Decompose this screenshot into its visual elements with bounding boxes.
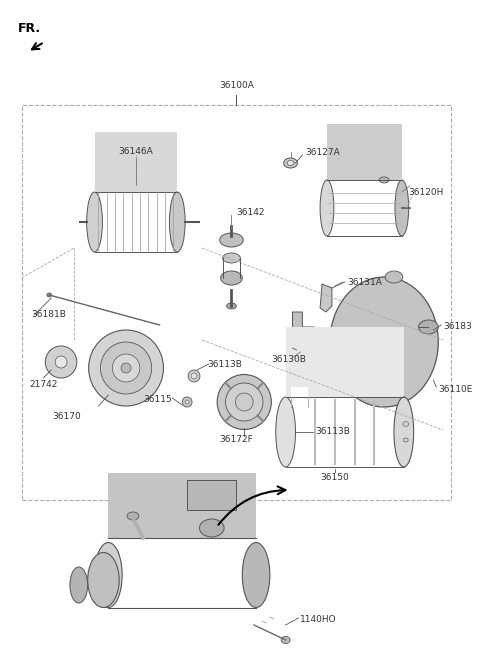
Ellipse shape	[182, 397, 192, 407]
Text: 36183: 36183	[443, 322, 472, 331]
Ellipse shape	[95, 543, 122, 607]
Ellipse shape	[345, 342, 384, 382]
Text: 36146A: 36146A	[119, 147, 153, 156]
Ellipse shape	[191, 373, 197, 379]
Bar	[327, 124, 402, 180]
Ellipse shape	[217, 375, 271, 430]
Ellipse shape	[200, 519, 224, 537]
Text: 36110E: 36110E	[438, 385, 473, 394]
Ellipse shape	[288, 430, 292, 434]
Bar	[187, 480, 236, 510]
Ellipse shape	[221, 271, 242, 285]
Ellipse shape	[127, 512, 139, 520]
Ellipse shape	[220, 233, 243, 247]
Ellipse shape	[100, 342, 152, 394]
Ellipse shape	[394, 397, 414, 467]
Ellipse shape	[403, 438, 408, 442]
Ellipse shape	[403, 422, 409, 426]
Ellipse shape	[286, 427, 296, 437]
Ellipse shape	[112, 354, 140, 382]
Text: 36100A: 36100A	[219, 81, 254, 90]
Text: 1140HO: 1140HO	[300, 615, 337, 624]
Ellipse shape	[188, 370, 200, 382]
Ellipse shape	[169, 192, 185, 252]
Ellipse shape	[223, 253, 240, 263]
Ellipse shape	[284, 158, 298, 168]
Text: 36130B: 36130B	[271, 355, 306, 364]
Ellipse shape	[226, 383, 263, 421]
Bar	[290, 387, 308, 397]
Ellipse shape	[70, 567, 88, 603]
Text: 36127A: 36127A	[305, 148, 340, 157]
Text: 36131A: 36131A	[348, 278, 383, 287]
Ellipse shape	[121, 363, 131, 373]
Ellipse shape	[320, 180, 334, 236]
Text: 36181B: 36181B	[32, 310, 66, 319]
Ellipse shape	[89, 330, 164, 406]
Ellipse shape	[419, 320, 438, 334]
Ellipse shape	[227, 303, 236, 309]
Ellipse shape	[276, 397, 296, 467]
Text: 36115: 36115	[143, 395, 172, 404]
Text: 36172F: 36172F	[219, 435, 253, 444]
Bar	[108, 473, 256, 538]
Ellipse shape	[379, 177, 389, 183]
Polygon shape	[292, 312, 314, 354]
Ellipse shape	[88, 552, 119, 607]
Circle shape	[45, 346, 77, 378]
Ellipse shape	[330, 277, 438, 407]
Circle shape	[55, 356, 67, 368]
Text: 21742: 21742	[30, 380, 58, 389]
Text: FR.: FR.	[18, 22, 41, 35]
Ellipse shape	[185, 400, 189, 404]
Text: 36113B: 36113B	[315, 428, 350, 436]
Ellipse shape	[87, 192, 102, 252]
Text: 36142: 36142	[236, 208, 265, 217]
Ellipse shape	[395, 180, 409, 236]
Ellipse shape	[354, 351, 375, 373]
Ellipse shape	[385, 271, 403, 283]
Bar	[95, 132, 177, 192]
Bar	[22, 105, 451, 500]
Bar	[286, 327, 404, 397]
Text: 36120H: 36120H	[409, 188, 444, 197]
Ellipse shape	[47, 293, 52, 297]
Ellipse shape	[242, 543, 270, 607]
Ellipse shape	[235, 393, 253, 411]
Text: 36170: 36170	[53, 412, 81, 421]
Text: 36150: 36150	[321, 473, 349, 482]
Polygon shape	[320, 284, 332, 312]
Ellipse shape	[281, 636, 290, 644]
Ellipse shape	[287, 161, 294, 165]
Text: 36113B: 36113B	[207, 360, 242, 369]
